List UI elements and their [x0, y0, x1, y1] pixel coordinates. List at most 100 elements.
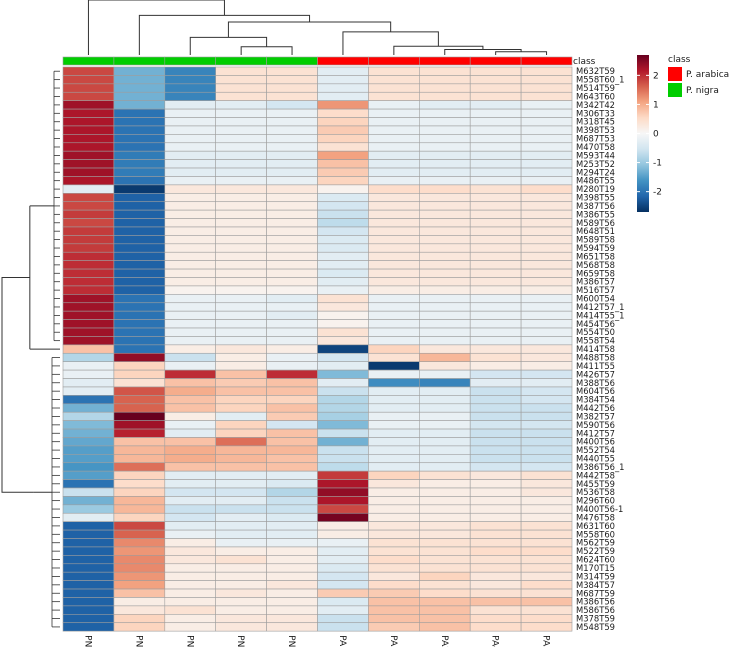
heatmap-cell: [368, 613, 420, 624]
heatmap-cell: [368, 310, 420, 320]
heatmap-cell: [368, 395, 420, 405]
heatmap-cell: [469, 605, 522, 615]
heatmap-cell: [520, 445, 573, 455]
heatmap-cell: [317, 302, 369, 312]
heatmap-cell: [62, 209, 115, 219]
heatmap-cell: [520, 563, 573, 573]
heatmap-cell: [317, 150, 369, 160]
heatmap-cell: [520, 555, 573, 565]
heatmap-cell: [62, 622, 115, 632]
heatmap-cell: [266, 285, 318, 295]
heatmap-cell: [164, 622, 217, 632]
heatmap-cell: [368, 605, 420, 615]
heatmap-cell: [215, 571, 267, 581]
heatmap-cell: [317, 268, 369, 278]
class-legend: class P. arabica P. nigra: [668, 55, 729, 97]
heatmap-cell: [266, 142, 318, 152]
heatmap-cell: [164, 361, 217, 371]
heatmap-cell: [469, 588, 522, 598]
row-label: M687T59: [576, 588, 615, 598]
heatmap-cell: [317, 403, 369, 413]
heatmap-cell: [317, 529, 369, 539]
heatmap-cell: [215, 319, 267, 329]
heatmap-cell: [164, 605, 217, 615]
column-label: PN5: [286, 635, 296, 647]
heatmap-cell: [418, 285, 471, 295]
heatmap-cell: [266, 496, 318, 506]
heatmap-cell: [520, 319, 573, 329]
heatmap-cell: [113, 420, 166, 430]
column-label: PN1: [82, 635, 92, 647]
heatmap-cell: [368, 319, 420, 329]
heatmap-cell: [317, 386, 369, 396]
heatmap-cell: [164, 226, 217, 236]
heatmap-cell: [62, 268, 115, 278]
heatmap-cell: [113, 487, 166, 497]
heatmap-cell: [164, 512, 217, 522]
heatmap-cell: [317, 167, 369, 177]
heatmap-cell: [164, 176, 217, 186]
heatmap-cell: [266, 108, 318, 118]
heatmap-cell: [164, 521, 217, 531]
row-label: M398T55: [576, 193, 615, 203]
heatmap-cell: [62, 91, 115, 101]
heatmap-cell: [215, 487, 267, 497]
row-label: M170T15: [576, 563, 615, 573]
heatmap-cell: [418, 167, 471, 177]
heatmap-cell: [164, 277, 217, 287]
heatmap-cell: [317, 83, 369, 93]
heatmap-cell: [418, 386, 471, 396]
heatmap-cell: [520, 91, 573, 101]
heatmap-cell: [520, 327, 573, 337]
heatmap-cell: [113, 479, 166, 489]
heatmap-cell: [62, 83, 115, 93]
heatmap-cell: [418, 580, 471, 590]
heatmap-cell: [215, 260, 267, 270]
heatmap-cell: [113, 622, 166, 632]
heatmap-cell: [113, 302, 166, 312]
heatmap-cell: [164, 386, 217, 396]
row-label: M314T59: [576, 571, 615, 581]
heatmap-cell: [62, 411, 115, 421]
heatmap-cell: [520, 571, 573, 581]
heatmap-cell: [266, 512, 318, 522]
heatmap-cell: [418, 91, 471, 101]
heatmap-cell: [418, 529, 471, 539]
heatmap-cell: [368, 454, 420, 464]
heatmap-cell: [520, 285, 573, 295]
heatmap-cell: [368, 91, 420, 101]
heatmap-cell: [520, 597, 573, 607]
heatmap-cell: [215, 428, 267, 438]
heatmap-cell: [164, 117, 217, 127]
heatmap-cell: [317, 277, 369, 287]
heatmap-cell: [62, 260, 115, 270]
heatmap-cell: [317, 546, 369, 556]
heatmap-cell: [317, 622, 369, 632]
heatmap-cell: [469, 201, 522, 211]
heatmap-cell: [418, 75, 471, 85]
row-label: M378T59: [576, 614, 615, 624]
heatmap-cell: [164, 243, 217, 253]
heatmap-cell: [418, 260, 471, 270]
heatmap-cell: [62, 580, 115, 590]
heatmap-cell: [520, 75, 573, 85]
heatmap-cell: [469, 521, 522, 531]
heatmap-cell: [215, 605, 267, 615]
heatmap-cell: [469, 411, 522, 421]
heatmap-cell: [368, 470, 420, 480]
heatmap-cell: [520, 538, 573, 548]
heatmap-cell: [164, 218, 217, 228]
heatmap-cell: [317, 243, 369, 253]
row-label: M514T59: [576, 83, 615, 93]
heatmap-cell: [418, 546, 471, 556]
heatmap-cell: [418, 125, 471, 135]
heatmap-cell: [368, 504, 420, 514]
column-label: PA4: [490, 635, 500, 647]
heatmap-cell: [62, 352, 115, 362]
heatmap-cell: [62, 496, 115, 506]
heatmap-cell: [520, 580, 573, 590]
heatmap-cell: [520, 184, 573, 194]
heatmap-cell: [62, 235, 115, 245]
heatmap-cell: [520, 235, 573, 245]
row-label: M516T57: [576, 285, 615, 295]
